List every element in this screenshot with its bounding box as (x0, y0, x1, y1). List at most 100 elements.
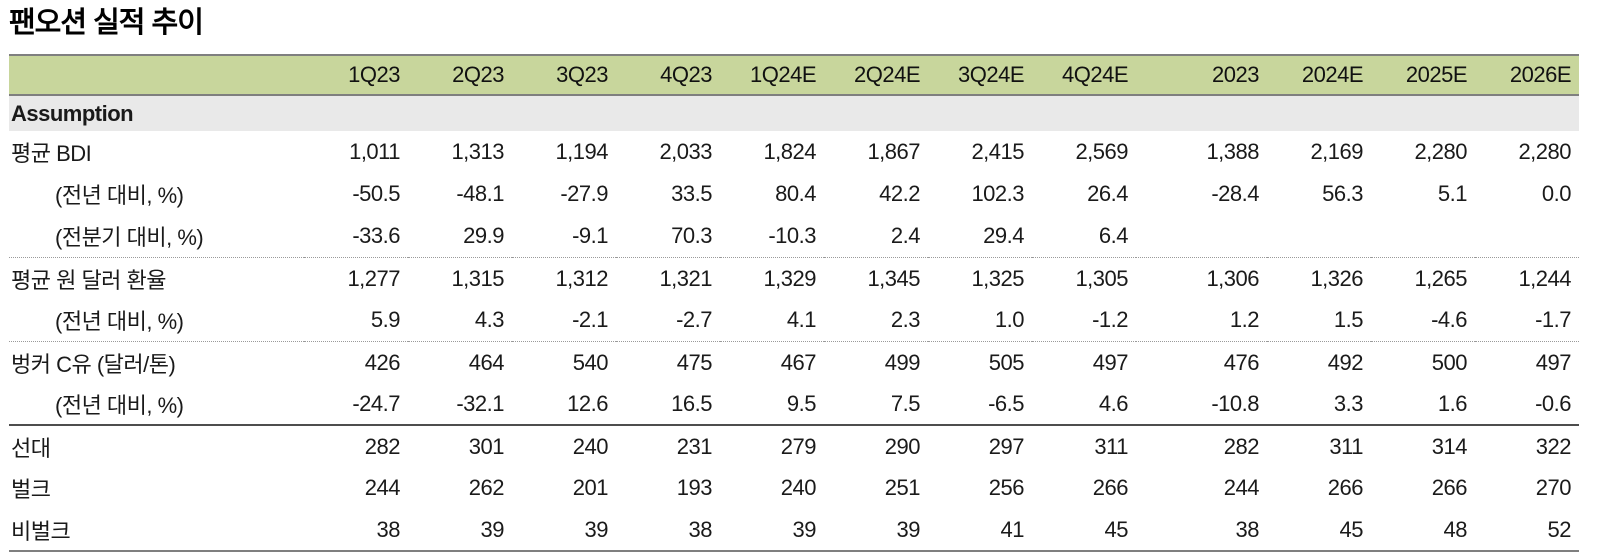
cell-value (1267, 215, 1371, 257)
cell-value: 70.3 (671, 223, 712, 248)
cell-value: 476 (1223, 349, 1260, 375)
row-label: 평균 원 달러 환율 (11, 267, 167, 293)
column-header-1q23: 1Q23 (348, 62, 400, 88)
cell-value: 1,011 (349, 139, 400, 165)
table-row: (전년 대비, %) 5.9 4.3 -2.1 -2.7 4.1 2.3 1.0 -1.2 1.2… (9, 299, 1579, 342)
cell-value (1371, 215, 1475, 257)
column-header-2025e: 2025E (1405, 62, 1468, 88)
column-header-2024e: 2024E (1301, 62, 1364, 88)
cell-value: 256 (988, 475, 1025, 501)
row-label: (전년 대비, %) (55, 309, 184, 334)
row-label: (전년 대비, %) (55, 392, 184, 418)
cell-value: 1,305 (1075, 265, 1128, 291)
table-body: Assumption 평균 BDI 1,011 1,313 1,194 2,033 1,8… (9, 95, 1579, 552)
cell-value: 2,280 (1414, 139, 1467, 165)
cell-value: 6.4 (1098, 223, 1129, 248)
cell-value: 1,867 (867, 139, 920, 165)
cell-value: 39 (792, 516, 817, 542)
cell-value: -9.1 (572, 223, 608, 248)
cell-value: 102.3 (971, 181, 1024, 207)
cell-value: 262 (468, 475, 505, 501)
cell-value (1136, 215, 1267, 257)
table-row: (전분기 대비, %) -33.6 29.9 -9.1 70.3 -10.3 2.4 29.4… (9, 215, 1579, 258)
cell-value: 322 (1535, 433, 1572, 459)
cell-value: 1,321 (659, 265, 712, 291)
performance-table: 1Q23 2Q23 3Q23 4Q23 1Q24E 2Q24E 3Q24E 4Q24E 2023… (9, 54, 1579, 552)
cell-value: -48.1 (456, 181, 504, 207)
cell-value: 497 (1092, 349, 1129, 375)
cell-value: -24.7 (352, 390, 400, 416)
cell-value: -1.2 (1092, 307, 1128, 332)
column-header-2q23: 2Q23 (452, 62, 504, 88)
row-label: 선대 (11, 435, 51, 461)
table-row: 비벌크 38 39 39 38 39 39 41 45 38 45 48 52 (9, 509, 1579, 552)
cell-value: 1,312 (555, 265, 608, 291)
cell-value: 1,244 (1518, 265, 1571, 291)
column-header-2023: 2023 (1212, 62, 1259, 88)
cell-value: 231 (676, 433, 713, 459)
column-header-3q23: 3Q23 (556, 62, 608, 88)
cell-value: 193 (676, 475, 713, 501)
cell-value: 2.4 (890, 223, 921, 248)
cell-value: 311 (1329, 433, 1363, 459)
cell-value: 2,169 (1310, 139, 1363, 165)
cell-value: 2,280 (1518, 139, 1571, 165)
cell-value: -27.9 (560, 181, 608, 207)
cell-value: 290 (884, 433, 921, 459)
table-row: (전년 대비, %) -50.5 -48.1 -27.9 33.5 80.4 42.2 102… (9, 173, 1579, 215)
cell-value: -32.1 (456, 390, 504, 416)
row-label: (전분기 대비, %) (55, 225, 204, 250)
cell-value (1475, 215, 1579, 257)
cell-value: 497 (1535, 349, 1572, 375)
cell-value: 251 (884, 475, 921, 501)
cell-value: 467 (780, 349, 817, 375)
cell-value: 5.9 (370, 307, 401, 332)
cell-value: 282 (364, 433, 401, 459)
cell-value: 1,388 (1206, 139, 1259, 165)
cell-value: 16.5 (671, 390, 712, 416)
cell-value: 505 (988, 349, 1025, 375)
cell-value: 1,315 (451, 265, 504, 291)
cell-value: 29.9 (463, 223, 504, 248)
cell-value: 38 (688, 516, 713, 542)
cell-value: 240 (572, 433, 609, 459)
cell-value: 301 (468, 433, 505, 459)
cell-value: 2,569 (1075, 139, 1128, 165)
cell-value: 38 (1235, 516, 1260, 542)
cell-value: 270 (1535, 475, 1572, 501)
cell-value: 540 (572, 349, 609, 375)
cell-value: 500 (1431, 349, 1468, 375)
cell-value: -2.7 (676, 307, 712, 332)
row-label: (전년 대비, %) (55, 183, 184, 209)
column-header-4q24e: 4Q24E (1062, 62, 1129, 88)
cell-value: 4.1 (786, 307, 817, 332)
cell-value: 266 (1431, 475, 1468, 501)
section-row-assumption: Assumption (9, 95, 1579, 132)
cell-value: 29.4 (983, 223, 1024, 248)
cell-value: 311 (1094, 433, 1128, 459)
cell-value: 4.3 (474, 307, 505, 332)
cell-value: 244 (1223, 475, 1260, 501)
cell-value: 26.4 (1087, 181, 1128, 207)
section-header-label: Assumption (11, 100, 134, 126)
cell-value: 1,824 (763, 139, 816, 165)
cell-value: 492 (1327, 349, 1364, 375)
cell-value: 45 (1339, 516, 1364, 542)
cell-value: 39 (480, 516, 505, 542)
cell-value: 201 (572, 475, 609, 501)
cell-value: 1,313 (451, 139, 504, 165)
cell-value: 42.2 (879, 181, 920, 207)
table-header-row: 1Q23 2Q23 3Q23 4Q23 1Q24E 2Q24E 3Q24E 4Q24E 2023… (9, 55, 1579, 96)
cell-value: 1,326 (1310, 265, 1363, 291)
cell-value: 5.1 (1437, 181, 1468, 207)
cell-value: 1,306 (1206, 265, 1259, 291)
row-label: 비벌크 (11, 518, 71, 544)
cell-value: 1,329 (763, 265, 816, 291)
cell-value: 33.5 (671, 181, 712, 207)
cell-value: 1,265 (1414, 265, 1467, 291)
cell-value: 4.6 (1098, 390, 1129, 416)
cell-value: 1,325 (971, 265, 1024, 291)
cell-value: 39 (896, 516, 921, 542)
table-row: 벌크 244 262 201 193 240 251 256 266 244 266 266 270 (9, 467, 1579, 509)
